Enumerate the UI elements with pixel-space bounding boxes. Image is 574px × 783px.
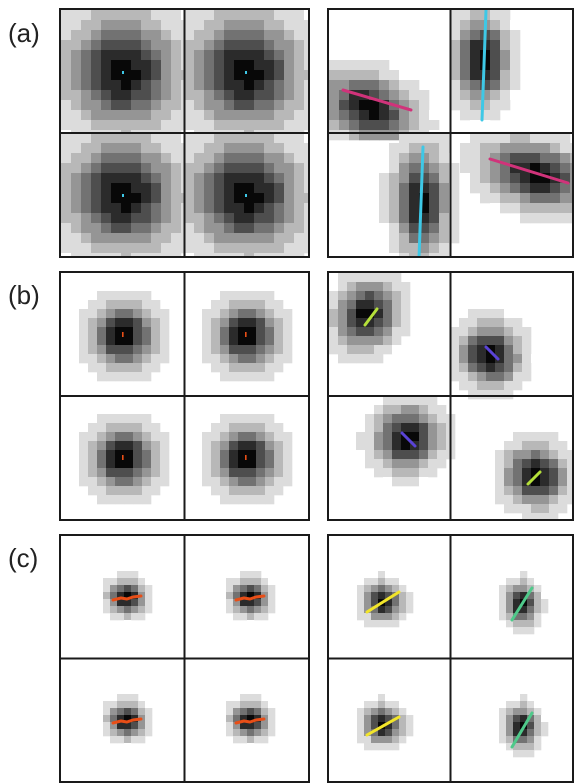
blob-b-left-3 (193, 405, 293, 505)
panel-a-left-svg (61, 10, 308, 256)
blob-c-right-0 (357, 571, 414, 628)
panel-c-left-svg (61, 536, 308, 781)
blob-b-right-3 (486, 432, 572, 519)
axis-line-a-right-0 (341, 88, 413, 112)
blob-c-right-1 (499, 571, 549, 635)
blob-a-left-2 (61, 133, 192, 256)
panel-b-right-svg (329, 273, 572, 519)
axis-line-a-right-2 (417, 145, 425, 256)
axis-line-c-right-1 (510, 586, 534, 622)
center-mark-b-left-2 (122, 455, 124, 460)
blob-a-right-0 (329, 60, 440, 141)
axis-line-a-right-1 (480, 10, 488, 122)
axis-line-b-right-3 (526, 470, 542, 486)
axis-line-c-left-1 (234, 594, 266, 602)
blob-c-left-1 (219, 571, 276, 628)
blob-a-left-3 (184, 133, 308, 256)
panel-a-right (327, 8, 574, 258)
axis-line-c-right-2 (365, 715, 401, 737)
blob-b-left-2 (70, 405, 170, 505)
row-label-a: (a) (8, 18, 40, 48)
panel-b-left (59, 271, 310, 521)
center-mark-a-left-0 (122, 71, 124, 74)
axis-line-c-left-2 (111, 717, 143, 725)
center-mark-a-left-1 (245, 71, 247, 74)
blob-c-right-3 (499, 694, 549, 758)
panel-a-right-svg (329, 10, 572, 256)
panel-c-right (327, 534, 574, 783)
blob-b-right-1 (450, 309, 541, 400)
axis-line-c-right-0 (365, 590, 401, 614)
blob-b-right-0 (329, 273, 411, 364)
center-mark-a-left-2 (122, 194, 124, 197)
blob-b-left-1 (193, 282, 293, 382)
axis-line-a-right-3 (488, 157, 570, 185)
center-mark-b-left-1 (245, 332, 247, 337)
center-mark-b-left-0 (122, 332, 124, 337)
axis-line-c-left-3 (234, 717, 266, 725)
panel-c-right-svg (329, 536, 572, 781)
row-label-c: (c) (8, 543, 39, 573)
axis-line-b-right-0 (363, 307, 379, 327)
panel-c-left (59, 534, 310, 783)
blob-b-left-0 (70, 282, 170, 382)
blob-a-left-1 (184, 10, 308, 141)
axis-line-c-left-0 (111, 594, 143, 602)
axis-line-b-right-2 (400, 431, 417, 448)
axis-line-b-right-1 (484, 345, 500, 361)
center-mark-a-left-3 (245, 194, 247, 197)
blob-b-right-2 (356, 396, 456, 487)
center-mark-b-left-3 (245, 455, 247, 460)
axis-line-c-right-3 (510, 711, 534, 749)
blob-a-right-3 (460, 133, 572, 224)
blob-c-left-3 (219, 694, 276, 751)
panel-b-left-svg (61, 273, 308, 519)
panel-b-right (327, 271, 574, 521)
blob-c-left-2 (96, 694, 153, 751)
blob-a-right-2 (379, 133, 460, 256)
blob-a-left-0 (61, 10, 192, 141)
blob-c-right-2 (357, 694, 414, 751)
panel-a-left (59, 8, 310, 258)
row-label-b: (b) (8, 280, 40, 310)
